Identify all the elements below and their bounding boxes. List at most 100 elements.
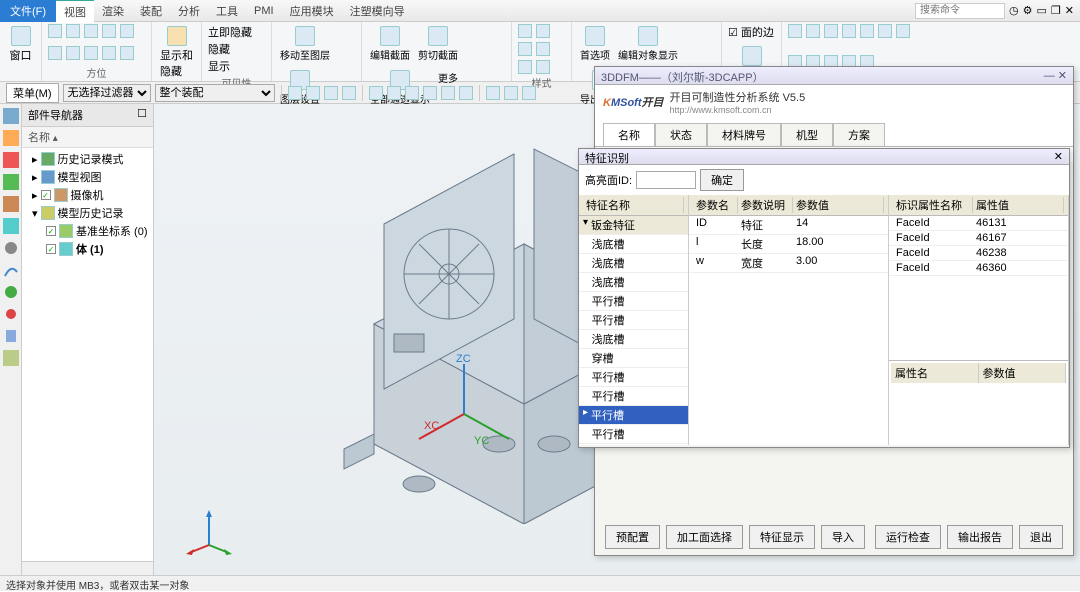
sel-icon[interactable] (504, 86, 518, 100)
feature-row[interactable]: 平行槽 (579, 387, 688, 406)
dfm-tab-name[interactable]: 名称 (603, 123, 655, 146)
feature-row[interactable]: 浅底槽 (579, 330, 688, 349)
settings-icon[interactable]: ⚙ (1023, 4, 1033, 17)
tool-icon[interactable] (806, 24, 820, 38)
tool-icon[interactable] (824, 24, 838, 38)
file-menu[interactable]: 文件(F) (0, 0, 56, 22)
face-select-button[interactable]: 加工面选择 (666, 525, 743, 549)
menu-dropdown[interactable]: 菜单(M) (6, 83, 59, 103)
preconfig-button[interactable]: 预配置 (605, 525, 660, 549)
sel-icon[interactable] (441, 86, 455, 100)
param-row[interactable]: ID特征14 (689, 216, 888, 235)
maximize-icon[interactable]: ❐ (1051, 4, 1061, 17)
orient-icon[interactable] (48, 46, 62, 60)
sel-icon[interactable] (369, 86, 383, 100)
menu-tab-app[interactable]: 应用模块 (282, 0, 342, 22)
feature-row[interactable]: 浅底槽 (579, 273, 688, 292)
clip-section-button[interactable]: 剪切截面 (416, 24, 460, 64)
prefs-button[interactable]: 首选项 (578, 24, 612, 64)
close-icon[interactable]: ✕ (1065, 4, 1074, 17)
hist-tab-icon[interactable] (3, 196, 19, 212)
feature-row[interactable]: 穿槽 (579, 349, 688, 368)
feature-row[interactable]: ▸ 平行槽 (579, 406, 688, 425)
dim-tab-icon[interactable] (3, 350, 19, 366)
menu-tab-view[interactable]: 视图 (56, 0, 94, 23)
dfm-tab-material[interactable]: 材料牌号 (707, 123, 781, 146)
feature-row[interactable]: 浅底槽 (579, 254, 688, 273)
attr-row[interactable]: FaceId46167 (889, 231, 1068, 246)
feature-row[interactable]: 平行槽 (579, 311, 688, 330)
import-button[interactable]: 导入 (821, 525, 865, 549)
tool-icon[interactable] (878, 24, 892, 38)
run-check-button[interactable]: 运行检查 (875, 525, 941, 549)
tree-item[interactable]: ▸ ✓ 摄像机 (26, 186, 149, 204)
feature-row[interactable]: 平行槽 (579, 292, 688, 311)
dfm-tab-machine[interactable]: 机型 (781, 123, 833, 146)
move-layer-button[interactable]: 移动至图层 (278, 24, 332, 64)
attr-row[interactable]: FaceId46238 (889, 246, 1068, 261)
menu-tab-analysis[interactable]: 分析 (170, 0, 208, 22)
navigator-close-icon[interactable]: ☐ (137, 107, 147, 123)
menu-tab-tools[interactable]: 工具 (208, 0, 246, 22)
face-id-input[interactable] (636, 171, 696, 189)
part-tab-icon[interactable] (3, 174, 19, 190)
sel-icon[interactable] (387, 86, 401, 100)
sel-icon[interactable] (288, 86, 302, 100)
feature-row[interactable]: 平行槽 (579, 368, 688, 387)
help-icon[interactable]: ◷ (1009, 4, 1019, 17)
dfm-tab-status[interactable]: 状态 (655, 123, 707, 146)
show-button[interactable]: 显示 (208, 58, 230, 74)
attr-row[interactable]: FaceId46360 (889, 261, 1068, 276)
navigator-tree[interactable]: ▸ 历史记录模式▸ 模型视图▸ ✓ 摄像机▾ 模型历史记录✓ 基准坐标系 (0)… (22, 148, 153, 561)
tool-icon[interactable] (788, 24, 802, 38)
export-report-button[interactable]: 输出报告 (947, 525, 1013, 549)
orient-icon[interactable] (102, 46, 116, 60)
feature-row[interactable]: 平行槽 (579, 425, 688, 444)
orient-icon[interactable] (102, 24, 116, 38)
feature-row[interactable]: 平行槽 (579, 444, 688, 445)
panel-close-icon[interactable]: ✕ (1058, 70, 1067, 82)
feature-panel-close-icon[interactable]: ✕ (1054, 150, 1063, 163)
menu-tab-mold[interactable]: 注塑模向导 (342, 0, 413, 22)
more-icon[interactable] (120, 46, 134, 60)
minimize-icon[interactable]: ▭ (1037, 4, 1047, 17)
rec-tab-icon[interactable] (3, 306, 19, 322)
orient-icon[interactable] (48, 24, 62, 38)
orient-icon[interactable] (84, 46, 98, 60)
window-button[interactable]: 窗口 (6, 24, 35, 65)
sel-icon[interactable] (522, 86, 536, 100)
edit-section-button[interactable]: 编辑截面 (368, 24, 412, 64)
tool-icon[interactable] (860, 24, 874, 38)
face-edge-button[interactable]: ☑ 面的边 (728, 24, 774, 40)
style-icon[interactable] (518, 60, 532, 74)
panel-min-icon[interactable]: — (1044, 70, 1055, 82)
style-icon[interactable] (536, 60, 550, 74)
tree-item[interactable]: ✓ 基准坐标系 (0) (26, 222, 149, 240)
dfm-tab-plan[interactable]: 方案 (833, 123, 885, 146)
tool-icon[interactable] (896, 24, 910, 38)
sel-icon[interactable] (423, 86, 437, 100)
param-table[interactable]: 参数名参数说明参数值 ID特征14l长度18.00w宽度3.00 (689, 195, 889, 445)
mat-tab-icon[interactable] (3, 218, 19, 234)
exit-button[interactable]: 退出 (1019, 525, 1063, 549)
style-icon[interactable] (536, 42, 550, 56)
edit-display-button[interactable]: 编辑对象显示 (616, 24, 680, 64)
sel-icon[interactable] (324, 86, 338, 100)
filter-select-1[interactable]: 无选择过滤器 (63, 84, 151, 102)
orient-icon[interactable] (66, 24, 80, 38)
attr-table[interactable]: 标识属性名称属性值 FaceId46131FaceId46167FaceId46… (889, 195, 1069, 445)
feature-row[interactable]: 浅底槽 (579, 235, 688, 254)
sel-icon[interactable] (306, 86, 320, 100)
command-search-input[interactable] (915, 3, 1005, 19)
sel-icon[interactable] (459, 86, 473, 100)
tree-item[interactable]: ▸ 模型视图 (26, 168, 149, 186)
style-icon[interactable] (536, 24, 550, 38)
tool-icon[interactable] (842, 24, 856, 38)
attr-row[interactable]: FaceId46131 (889, 216, 1068, 231)
orient-icon[interactable] (120, 24, 134, 38)
hide-now-button[interactable]: 立即隐藏 (208, 24, 252, 40)
feature-row[interactable]: ▾ 钣金特征 (579, 216, 688, 235)
nav-tab-icon[interactable] (3, 108, 19, 124)
asm-tab-icon[interactable] (3, 130, 19, 146)
tree-item[interactable]: ▾ 模型历史记录 (26, 204, 149, 222)
